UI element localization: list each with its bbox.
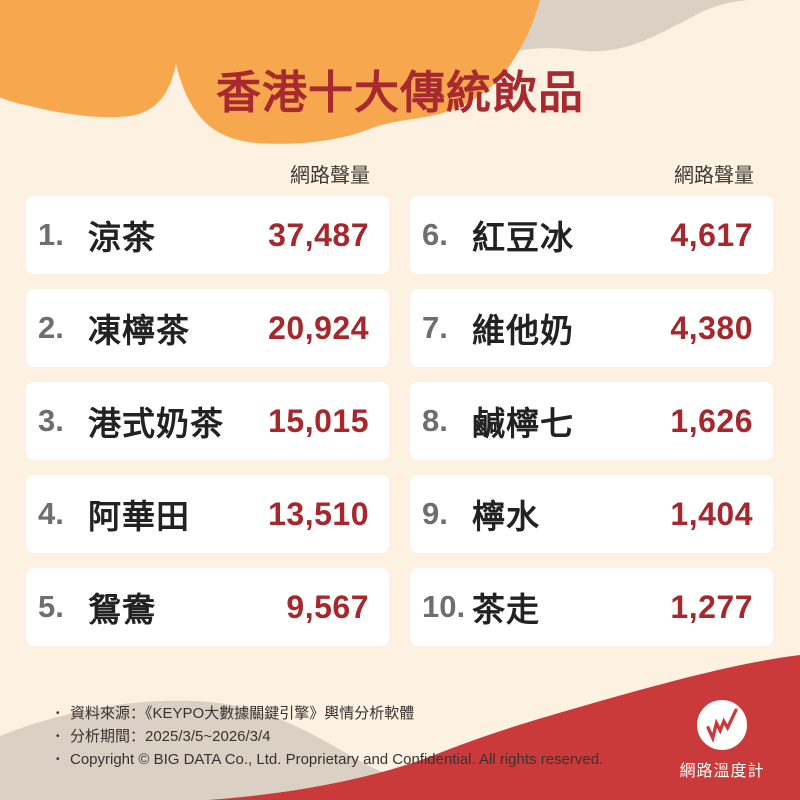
mention-count: 13,510 <box>268 495 369 532</box>
period-text: 分析期間：2025/3/5~2026/3/4 <box>70 728 271 745</box>
copyright-text: Copyright © BIG DATA Co., Ltd. Proprieta… <box>70 751 604 768</box>
rank-number: 2. <box>38 310 64 345</box>
drink-name: 港式奶茶 <box>88 405 224 442</box>
list-item: 2. 凍檸茶 20,924 <box>26 289 389 367</box>
orange-wave-top <box>0 0 540 144</box>
rank-number: 3. <box>38 403 64 438</box>
source-line: • 資料來源：《KEYPO大數據關鍵引擎》輿情分析軟體 <box>56 702 603 725</box>
bullet-dot: • <box>56 731 60 742</box>
rank-number: 10. <box>422 589 466 624</box>
mention-count: 1,626 <box>670 402 753 439</box>
drink-name: 阿華田 <box>88 498 190 535</box>
period-line: • 分析期間：2025/3/5~2026/3/4 <box>56 725 603 748</box>
column-header-right: 網路聲量 <box>674 165 754 187</box>
drink-name: 凍檸茶 <box>88 312 190 349</box>
page-title: 香港十大傳統飲品 <box>215 67 584 118</box>
mention-count: 37,487 <box>268 216 369 253</box>
drink-name: 檸水 <box>472 498 540 535</box>
mention-count: 9,567 <box>286 588 369 625</box>
column-header-left: 網路聲量 <box>290 165 370 187</box>
rank-list-right: 6. 紅豆冰 4,617 7. 維他奶 4,380 8. 鹹檸七 1,626 9… <box>410 196 773 646</box>
list-item: 1. 涼茶 37,487 <box>26 196 389 274</box>
list-item: 3. 港式奶茶 15,015 <box>26 382 389 460</box>
logo-circle <box>697 700 747 750</box>
red-wave-bottom <box>208 655 800 800</box>
list-item: 7. 維他奶 4,380 <box>410 289 773 367</box>
rank-number: 7. <box>422 310 448 345</box>
copyright-line: • Copyright © BIG DATA Co., Ltd. Proprie… <box>56 748 603 771</box>
rank-number: 4. <box>38 496 64 531</box>
gray-wave-bottom <box>0 700 470 800</box>
bullet-dot: • <box>56 708 60 719</box>
drink-name: 茶走 <box>472 591 540 628</box>
list-item: 4. 阿華田 13,510 <box>26 475 389 553</box>
drink-name: 維他奶 <box>472 312 574 349</box>
list-item: 10. 茶走 1,277 <box>410 568 773 646</box>
rank-number: 1. <box>38 217 64 252</box>
mention-count: 15,015 <box>268 402 369 439</box>
list-item: 9. 檸水 1,404 <box>410 475 773 553</box>
rank-list-left: 1. 涼茶 37,487 2. 凍檸茶 20,924 3. 港式奶茶 15,01… <box>26 196 389 646</box>
rank-number: 6. <box>422 217 448 252</box>
rank-number: 9. <box>422 496 448 531</box>
rank-number: 8. <box>422 403 448 438</box>
drink-name: 紅豆冰 <box>472 219 574 256</box>
footer-notes: • 資料來源：《KEYPO大數據關鍵引擎》輿情分析軟體 • 分析期間：2025/… <box>56 702 603 771</box>
mention-count: 20,924 <box>268 309 369 346</box>
rank-number: 5. <box>38 589 64 624</box>
source-text: 資料來源：《KEYPO大數據關鍵引擎》輿情分析軟體 <box>70 705 415 722</box>
drink-name: 鴛鴦 <box>88 591 156 628</box>
mention-count: 4,380 <box>670 309 753 346</box>
trendline-icon <box>706 708 738 743</box>
mention-count: 1,404 <box>670 495 753 532</box>
mention-count: 1,277 <box>670 588 753 625</box>
brand-logo: 網路溫度計 <box>652 700 792 781</box>
bullet-dot: • <box>56 754 60 765</box>
list-item: 8. 鹹檸七 1,626 <box>410 382 773 460</box>
mention-count: 4,617 <box>670 216 753 253</box>
logo-label: 網路溫度計 <box>679 763 765 780</box>
list-item: 5. 鴛鴦 9,567 <box>26 568 389 646</box>
drink-name: 涼茶 <box>88 219 156 256</box>
drink-name: 鹹檸七 <box>472 405 574 442</box>
list-item: 6. 紅豆冰 4,617 <box>410 196 773 274</box>
